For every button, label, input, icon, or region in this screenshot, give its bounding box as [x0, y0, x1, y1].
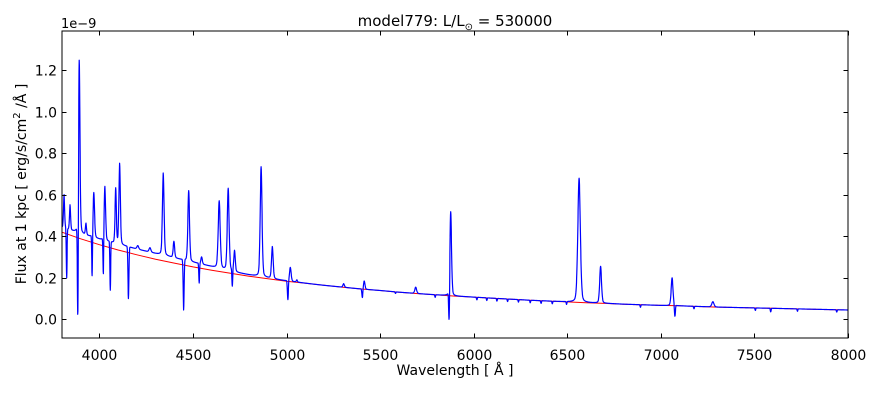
x-tick-label: 5500: [363, 348, 399, 364]
chart-title-suffix: = 530000: [472, 12, 553, 30]
x-axis-label: Wavelength [ Å ]: [396, 363, 514, 379]
y-tick-label: 0.8: [35, 147, 57, 163]
x-tick-label: 4500: [176, 348, 212, 364]
x-tick-label: 6500: [550, 348, 586, 364]
y-tick-label: 0.6: [35, 189, 57, 205]
y-tick-label: 0.4: [35, 230, 57, 246]
x-tick-label: 5000: [270, 348, 306, 364]
y-tick-label: 1.2: [35, 64, 57, 80]
axes-frame: [61, 30, 849, 339]
y-tick-label: 1.0: [35, 106, 57, 122]
chart-title: model779: L/L⊙ = 530000: [62, 13, 848, 36]
y-axis-offset-label: 1e−9: [61, 17, 97, 32]
x-tick-label: 6000: [457, 348, 493, 364]
x-tick-label: 7000: [644, 348, 680, 364]
solar-symbol: ⊙: [464, 22, 473, 33]
y-tick-label: 0.0: [35, 313, 57, 329]
x-tick-label: 8000: [831, 348, 867, 364]
continuum-line: [61, 231, 849, 311]
y-tick-label: 0.2: [35, 272, 57, 288]
x-tick-label: 7500: [737, 348, 773, 364]
chart-title-prefix: model779: L/L: [357, 12, 465, 30]
x-tick-label: 4000: [82, 348, 118, 364]
spectrum-line: [61, 59, 849, 320]
